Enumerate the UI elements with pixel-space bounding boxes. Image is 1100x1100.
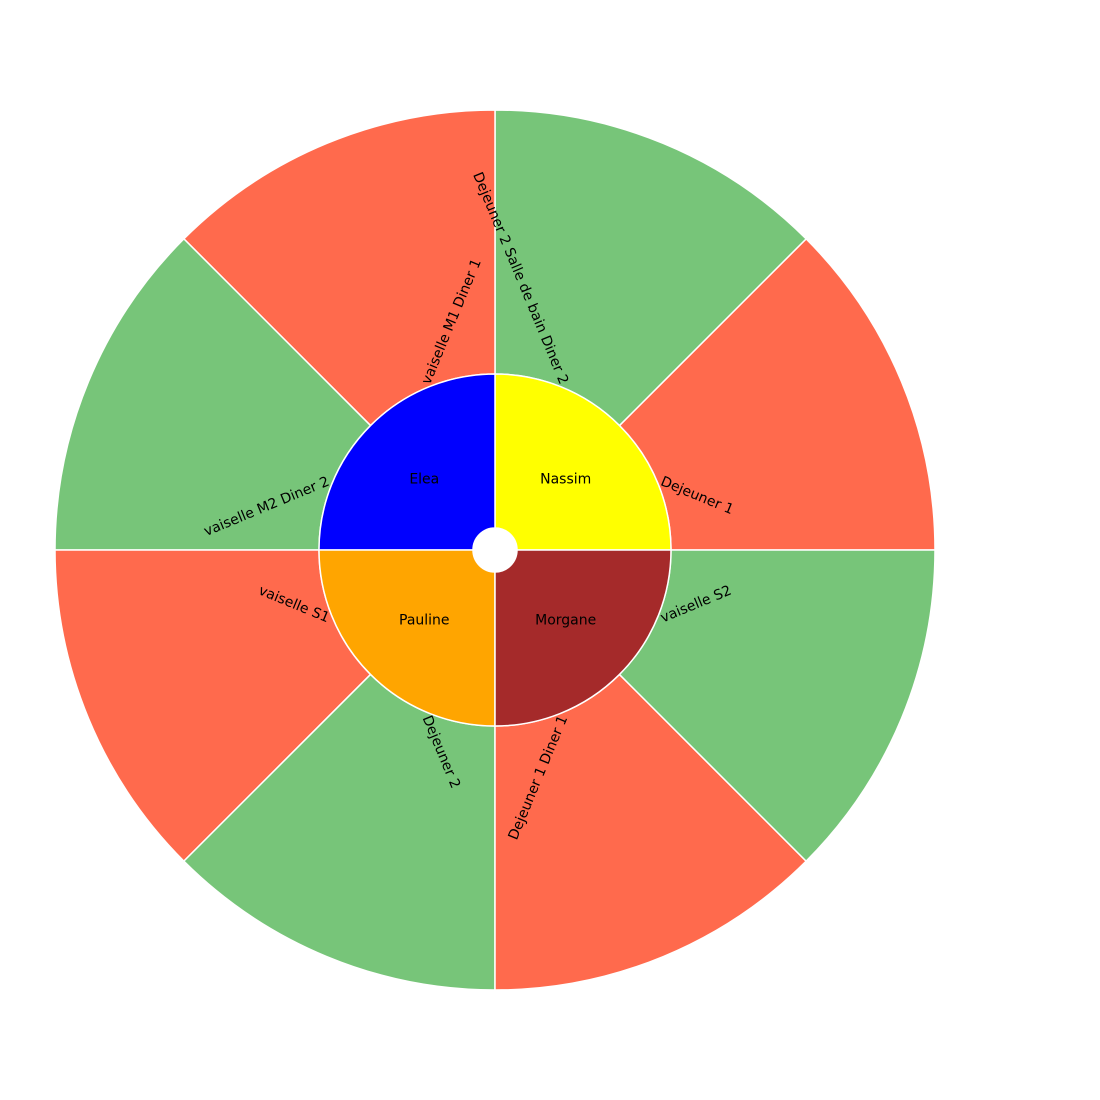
inner-ring — [318, 373, 672, 727]
inner-segment-elea — [318, 373, 496, 551]
inner-label-pauline: Pauline — [399, 613, 450, 629]
outer-ring — [54, 109, 936, 991]
inner-label-morgane: Morgane — [535, 613, 596, 629]
inner-segment-pauline — [318, 549, 496, 727]
inner-segment-morgane — [494, 549, 672, 727]
inner-label-elea: Elea — [409, 471, 439, 487]
inner-label-nassim: Nassim — [540, 471, 591, 487]
inner-segment-nassim — [494, 373, 672, 551]
